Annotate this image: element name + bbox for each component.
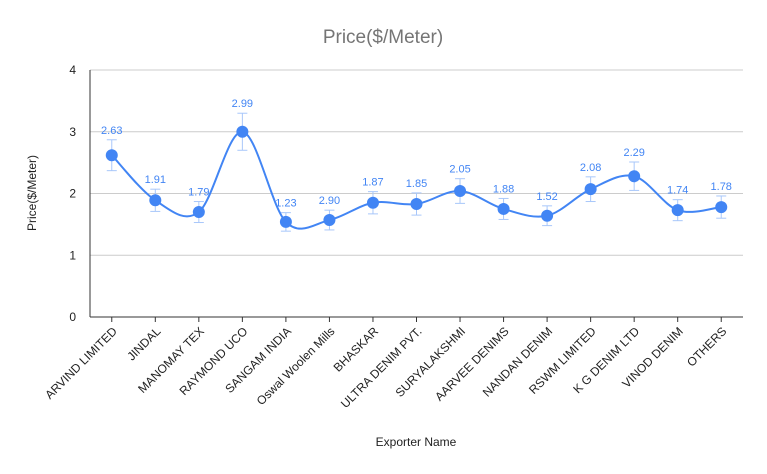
y-tick-label: 3 xyxy=(69,125,76,139)
data-label: 2.90 xyxy=(319,195,340,207)
data-label: 1.74 xyxy=(667,185,688,197)
data-label: 1.91 xyxy=(145,174,166,186)
data-label: 2.99 xyxy=(232,98,253,110)
point xyxy=(192,206,205,219)
data-label: 1.78 xyxy=(711,181,732,193)
x-axis-title: Exporter Name xyxy=(376,435,457,449)
point xyxy=(323,214,336,227)
point xyxy=(149,194,162,207)
data-label: 1.87 xyxy=(362,177,383,189)
point xyxy=(671,204,684,217)
point xyxy=(628,170,641,183)
chart-title: Price($/Meter) xyxy=(323,27,443,48)
point xyxy=(715,201,728,214)
point xyxy=(584,183,597,196)
line xyxy=(111,130,722,230)
data-label: 1.88 xyxy=(493,183,514,195)
point xyxy=(105,149,118,162)
data-label: 1.85 xyxy=(406,178,427,190)
y-tick-label: 2 xyxy=(69,187,76,201)
data-label: 1.52 xyxy=(536,191,557,203)
point xyxy=(279,215,292,228)
y-tick-label: 0 xyxy=(69,310,76,324)
point xyxy=(541,209,554,222)
data-label: 2.63 xyxy=(101,125,122,137)
point xyxy=(497,202,510,215)
y-tick-label: 1 xyxy=(69,248,76,262)
data-label: 2.08 xyxy=(580,162,601,174)
point xyxy=(236,125,249,138)
y-axis-title: Price($/Meter) xyxy=(25,155,39,231)
data-label: 1.23 xyxy=(275,198,296,210)
data-label: 2.29 xyxy=(623,147,644,159)
point xyxy=(366,196,379,209)
data-label: 1.79 xyxy=(188,187,209,199)
y-tick-label: 4 xyxy=(69,63,76,77)
data-label: 2.05 xyxy=(449,164,470,176)
point xyxy=(454,185,467,198)
point xyxy=(410,197,423,210)
